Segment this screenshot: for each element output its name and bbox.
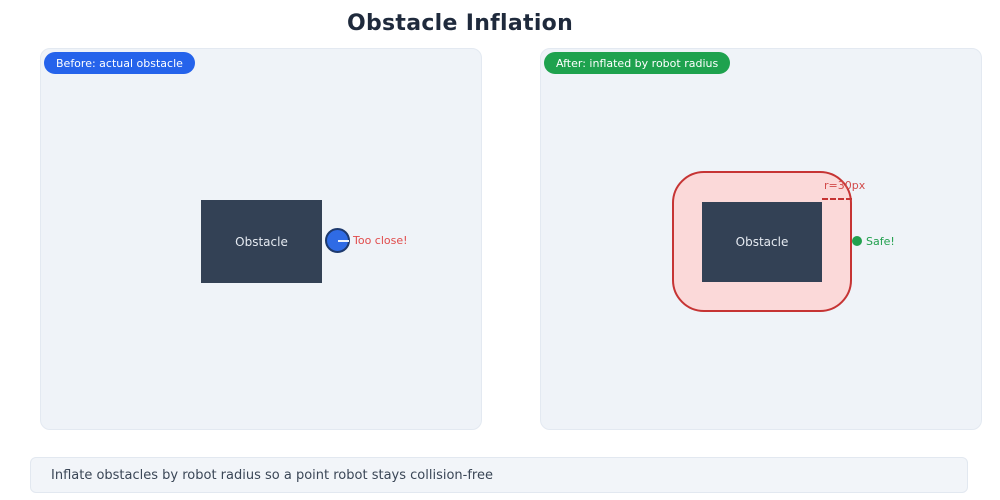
caption-text: Inflate obstacles by robot radius so a p… xyxy=(51,467,493,483)
obstacle-label: Obstacle xyxy=(235,234,288,249)
robot-radius-line xyxy=(337,239,349,242)
robot-circle-icon xyxy=(325,228,350,253)
before-panel: Before: actual obstacle Obstacle Too clo… xyxy=(40,48,482,430)
inflation-radius-label: r=30px xyxy=(824,179,866,192)
after-panel: After: inflated by robot radius Obstacle… xyxy=(540,48,982,430)
page-title: Obstacle Inflation xyxy=(346,11,574,36)
caption-bar: Inflate obstacles by robot radius so a p… xyxy=(30,457,968,493)
obstacle-rect: Obstacle xyxy=(201,200,322,283)
before-badge: Before: actual obstacle xyxy=(44,52,195,74)
obstacle-rect: Obstacle xyxy=(702,202,822,282)
inflation-radius-dashed-line xyxy=(822,198,852,200)
too-close-label: Too close! xyxy=(353,234,408,247)
safe-robot-dot-icon xyxy=(852,236,862,246)
obstacle-label: Obstacle xyxy=(735,235,789,249)
safe-label: Safe! xyxy=(866,235,895,248)
after-badge: After: inflated by robot radius xyxy=(544,52,731,74)
